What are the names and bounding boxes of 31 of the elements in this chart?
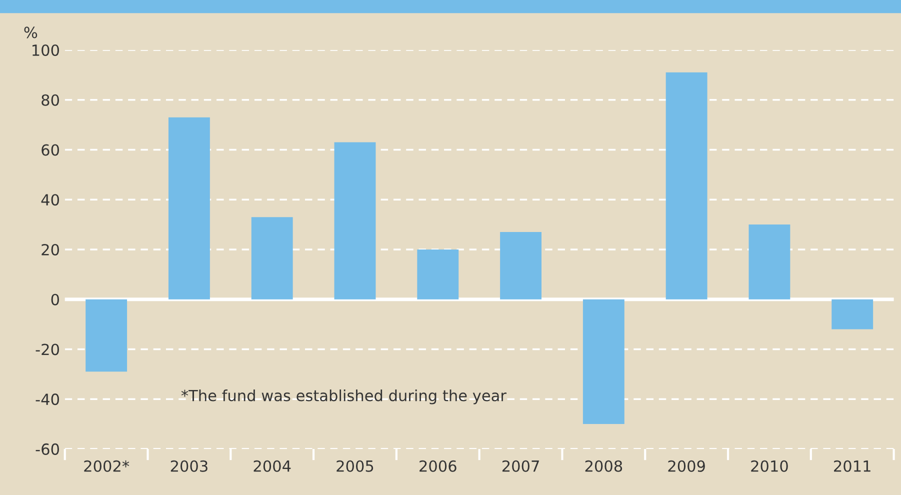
y-tick-label: -60 <box>36 443 59 455</box>
bar <box>251 217 293 300</box>
bar <box>500 232 542 300</box>
x-tick-label: 2002* <box>84 460 130 472</box>
y-tick-label: -40 <box>36 394 59 406</box>
bar <box>417 249 459 300</box>
x-tick-label: 2008 <box>585 460 622 472</box>
x-tick-label: 2003 <box>170 460 208 472</box>
x-tick-label: 2011 <box>834 460 870 472</box>
bar <box>86 299 128 372</box>
x-tick-label: 2006 <box>420 460 456 472</box>
y-tick-label: 100 <box>32 44 59 56</box>
x-tick-label: 2009 <box>668 460 705 472</box>
y-tick-label: 80 <box>42 94 59 106</box>
x-tick-label: 2010 <box>751 460 788 472</box>
bar <box>748 224 790 300</box>
x-tick-label: 2005 <box>336 460 374 472</box>
x-tick-label: 2004 <box>254 460 291 472</box>
y-tick-label: 60 <box>42 144 59 156</box>
y-tick-label: 0 <box>51 294 59 306</box>
y-tick-label: 20 <box>42 244 59 256</box>
y-tick-label: 40 <box>41 194 59 206</box>
bar <box>168 117 210 300</box>
bar <box>334 142 376 300</box>
y-axis-title: % <box>24 26 38 38</box>
bar <box>832 299 874 330</box>
x-tick-label: 2007 <box>502 460 539 472</box>
bar <box>666 72 708 300</box>
annotation: *The fund was established during the year <box>181 389 506 404</box>
y-tick-label: -20 <box>36 344 59 356</box>
bar <box>582 299 624 424</box>
